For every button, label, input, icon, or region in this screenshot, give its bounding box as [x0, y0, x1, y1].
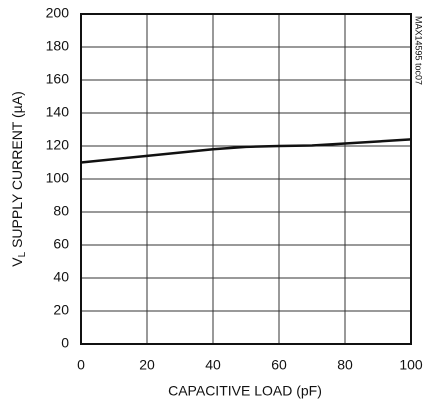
- y-tick-label: 80: [53, 203, 69, 219]
- y-tick-label: 160: [46, 71, 70, 87]
- y-tick-label: 0: [61, 335, 69, 351]
- y-label-subscript: L: [17, 251, 28, 257]
- x-tick-label: 0: [77, 357, 85, 373]
- y-tick-label: 40: [53, 269, 69, 285]
- y-tick-label: 100: [46, 170, 70, 186]
- y-tick-label: 20: [53, 302, 69, 318]
- x-tick-label: 40: [205, 357, 221, 373]
- y-label-part: SUPPLY CURRENT (µA): [9, 91, 25, 252]
- y-tick-label: 60: [53, 236, 69, 252]
- data-line: [80, 138, 412, 164]
- x-tick-label: 100: [399, 357, 423, 373]
- plot-frame: [80, 13, 412, 345]
- y-tick-label: 200: [46, 5, 70, 21]
- y-tick-label: 140: [46, 104, 70, 120]
- x-tick-label: 60: [271, 357, 287, 373]
- x-tick-label: 20: [139, 357, 155, 373]
- x-tick-label: 80: [337, 357, 353, 373]
- y-tick-label: 180: [46, 38, 70, 54]
- x-axis-label: CAPACITIVE LOAD (pF): [168, 383, 322, 399]
- y-tick-label: 120: [46, 137, 70, 153]
- y-label-part: V: [9, 257, 25, 267]
- figure-note: MAX14595 toc07: [414, 16, 424, 85]
- y-axis-label: VL SUPPLY CURRENT (µA): [9, 91, 28, 266]
